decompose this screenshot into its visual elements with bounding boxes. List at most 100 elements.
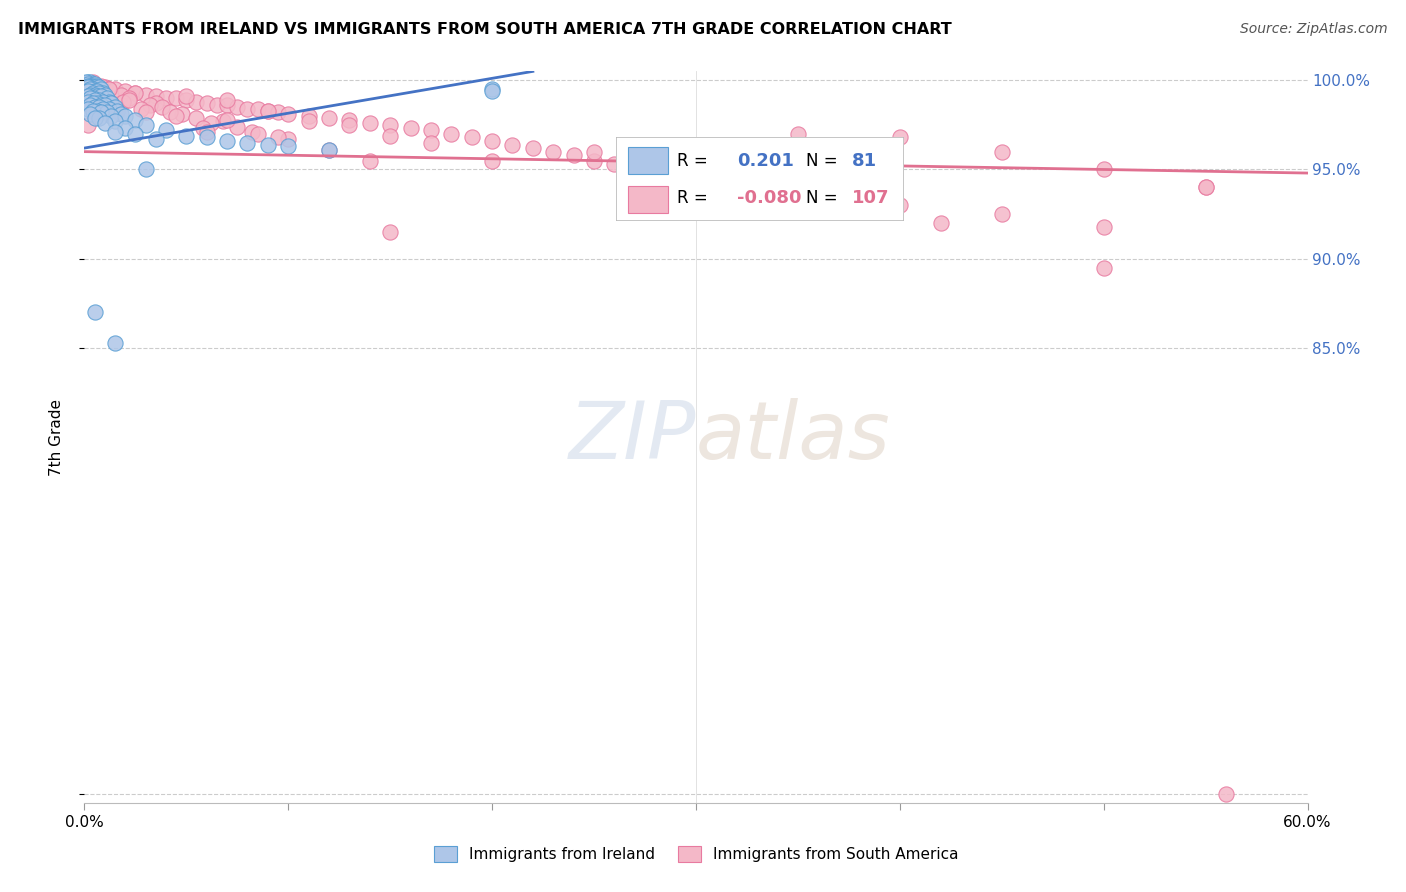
Point [644, 171, 666, 186]
Point [787, 127, 810, 141]
Point [200, 116, 222, 130]
Point [79, 91, 101, 105]
Point [1092, 260, 1115, 275]
Point [124, 86, 146, 100]
Point [603, 157, 626, 171]
Point [83, 87, 105, 102]
Point [318, 111, 340, 125]
Point [110, 87, 132, 102]
Point [1195, 180, 1218, 194]
Point [91, 95, 114, 109]
Point [97, 95, 120, 109]
Point [135, 87, 157, 102]
Point [624, 164, 647, 178]
Point [114, 84, 136, 98]
Point [1195, 180, 1218, 194]
Point [155, 123, 177, 137]
Point [86, 78, 108, 93]
Point [114, 109, 136, 123]
Point [87, 93, 110, 107]
Point [135, 105, 157, 120]
Point [172, 107, 194, 121]
Point [77, 78, 100, 93]
Point [79, 87, 101, 102]
Point [522, 141, 544, 155]
Text: atlas: atlas [696, 398, 891, 476]
Point [87, 80, 110, 95]
Point [82, 96, 104, 111]
Point [217, 134, 239, 148]
Point [82, 77, 104, 91]
Point [82, 78, 104, 93]
Point [226, 120, 249, 134]
Point [93, 87, 115, 102]
Point [267, 105, 290, 120]
Point [583, 153, 606, 168]
Point [83, 78, 105, 93]
Point [105, 103, 128, 118]
Point [174, 93, 197, 107]
Point [246, 127, 269, 141]
Text: ZIP: ZIP [568, 398, 696, 476]
Point [226, 100, 249, 114]
Point [83, 95, 105, 109]
Point [87, 111, 110, 125]
Point [100, 96, 122, 111]
Point [583, 145, 606, 159]
Point [195, 96, 218, 111]
Point [104, 125, 127, 139]
Point [138, 98, 160, 112]
Point [83, 111, 105, 125]
Point [96, 91, 118, 105]
Point [90, 89, 112, 103]
Point [82, 103, 104, 118]
Point [277, 132, 299, 146]
Point [359, 116, 381, 130]
Point [86, 89, 108, 103]
Point [97, 102, 120, 116]
Point [131, 102, 153, 116]
Point [502, 137, 524, 152]
Point [91, 102, 114, 116]
Point [79, 98, 101, 112]
Point [562, 148, 585, 162]
Point [79, 80, 101, 95]
Point [277, 139, 299, 153]
Point [124, 112, 146, 127]
Point [87, 86, 110, 100]
Point [100, 109, 122, 123]
Point [359, 153, 381, 168]
Point [97, 82, 120, 96]
Point [165, 109, 187, 123]
Point [267, 130, 290, 145]
Point [195, 125, 218, 139]
Point [114, 121, 136, 136]
Point [217, 93, 239, 107]
Point [100, 96, 122, 111]
Point [104, 335, 127, 350]
Point [318, 143, 340, 157]
Point [889, 130, 911, 145]
Point [77, 78, 100, 93]
Point [298, 114, 321, 128]
Point [112, 95, 135, 109]
Legend: Immigrants from Ireland, Immigrants from South America: Immigrants from Ireland, Immigrants from… [427, 840, 965, 868]
Point [135, 162, 157, 177]
Point [124, 127, 146, 141]
Point [83, 84, 105, 98]
Point [93, 80, 115, 95]
Point [217, 112, 239, 127]
Point [991, 145, 1014, 159]
Point [87, 100, 110, 114]
Point [77, 118, 100, 132]
Point [90, 82, 112, 96]
Point [481, 153, 503, 168]
Point [82, 91, 104, 105]
Point [86, 96, 108, 111]
Point [83, 93, 105, 107]
Point [79, 78, 101, 93]
Point [257, 103, 280, 118]
Point [79, 77, 101, 91]
Point [124, 86, 146, 100]
Point [339, 118, 361, 132]
